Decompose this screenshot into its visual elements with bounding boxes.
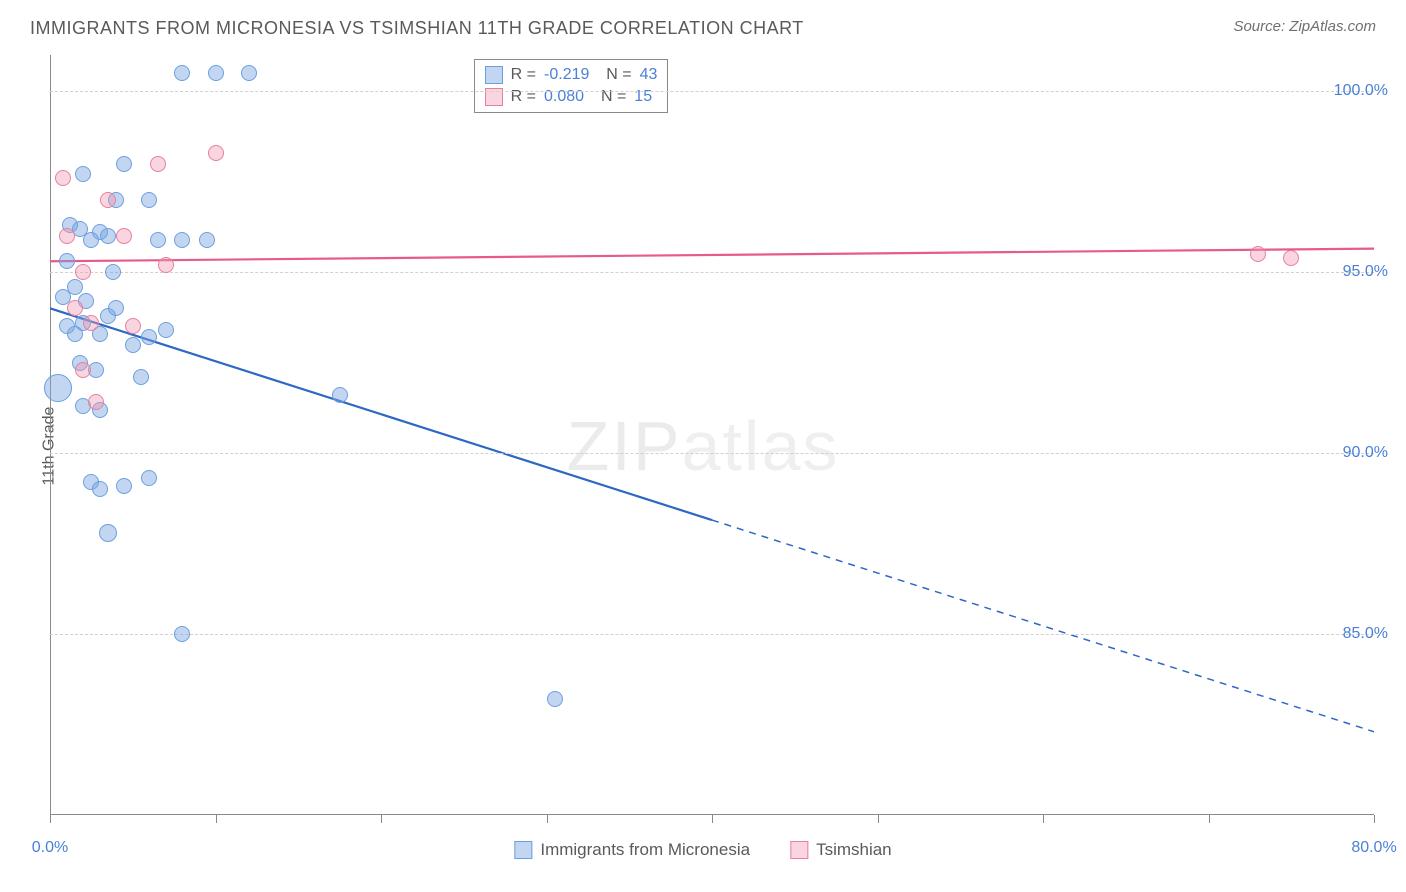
legend-r-value: -0.219 [544,66,589,84]
data-point-micronesia [141,329,157,345]
x-tick-mark [1209,815,1210,823]
data-point-tsimshian [1250,246,1266,262]
data-point-micronesia [174,626,190,642]
legend-row-tsimshian: R = 0.080 N = 15 [485,86,658,108]
data-point-micronesia [105,264,121,280]
data-point-micronesia [133,369,149,385]
data-point-micronesia [141,192,157,208]
x-tick-mark [878,815,879,823]
data-point-micronesia [44,374,72,402]
series-legend: Immigrants from Micronesia Tsimshian [514,840,891,860]
y-tick-label: 100.0% [1334,82,1388,100]
data-point-micronesia [174,232,190,248]
data-point-micronesia [116,156,132,172]
chart-title: IMMIGRANTS FROM MICRONESIA VS TSIMSHIAN … [30,18,804,39]
source-attribution: Source: ZipAtlas.com [1233,18,1376,35]
chart-container: IMMIGRANTS FROM MICRONESIA VS TSIMSHIAN … [0,0,1406,892]
bottom-legend-item: Tsimshian [790,840,892,860]
gridline-h [50,272,1374,273]
x-tick-mark [216,815,217,823]
data-point-micronesia [241,65,257,81]
data-point-tsimshian [100,192,116,208]
data-point-micronesia [116,478,132,494]
data-point-micronesia [332,387,348,403]
data-point-micronesia [547,691,563,707]
data-point-micronesia [174,65,190,81]
x-tick-mark [50,815,51,823]
data-point-tsimshian [116,228,132,244]
data-point-micronesia [99,524,117,542]
plot-area [50,55,1374,815]
x-tick-mark [381,815,382,823]
gridline-h [50,91,1374,92]
data-point-tsimshian [125,318,141,334]
correlation-legend: R = -0.219 N = 43R = 0.080 N = 15 [474,59,669,113]
data-point-tsimshian [150,156,166,172]
data-point-micronesia [92,481,108,497]
data-point-tsimshian [208,145,224,161]
data-point-tsimshian [75,264,91,280]
data-point-micronesia [75,166,91,182]
data-point-tsimshian [59,228,75,244]
legend-row-micronesia: R = -0.219 N = 43 [485,64,658,86]
data-point-micronesia [141,470,157,486]
x-tick-mark [547,815,548,823]
legend-n-label: N = [597,66,631,84]
data-point-micronesia [83,232,99,248]
legend-n-value: 43 [640,66,658,84]
legend-swatch [790,841,808,859]
data-point-tsimshian [1283,250,1299,266]
data-point-tsimshian [83,315,99,331]
gridline-h [50,453,1374,454]
x-tick-mark [1374,815,1375,823]
y-tick-label: 85.0% [1343,625,1388,643]
data-point-micronesia [100,228,116,244]
data-point-micronesia [208,65,224,81]
data-point-tsimshian [55,170,71,186]
data-point-micronesia [108,300,124,316]
y-tick-label: 90.0% [1343,444,1388,462]
legend-swatch [514,841,532,859]
y-tick-label: 95.0% [1343,263,1388,281]
data-point-tsimshian [88,394,104,410]
data-point-tsimshian [75,362,91,378]
data-point-micronesia [125,337,141,353]
data-point-tsimshian [158,257,174,273]
x-tick-mark [1043,815,1044,823]
legend-swatch [485,66,503,84]
gridline-h [50,634,1374,635]
data-point-micronesia [199,232,215,248]
bottom-legend-label: Tsimshian [816,840,892,860]
bottom-legend-label: Immigrants from Micronesia [540,840,750,860]
bottom-legend-item: Immigrants from Micronesia [514,840,750,860]
data-point-micronesia [158,322,174,338]
data-point-micronesia [59,253,75,269]
x-tick-label: 0.0% [32,839,68,857]
data-point-micronesia [150,232,166,248]
legend-r-label: R = [511,66,536,84]
x-tick-mark [712,815,713,823]
data-point-tsimshian [67,300,83,316]
x-tick-label: 80.0% [1351,839,1396,857]
